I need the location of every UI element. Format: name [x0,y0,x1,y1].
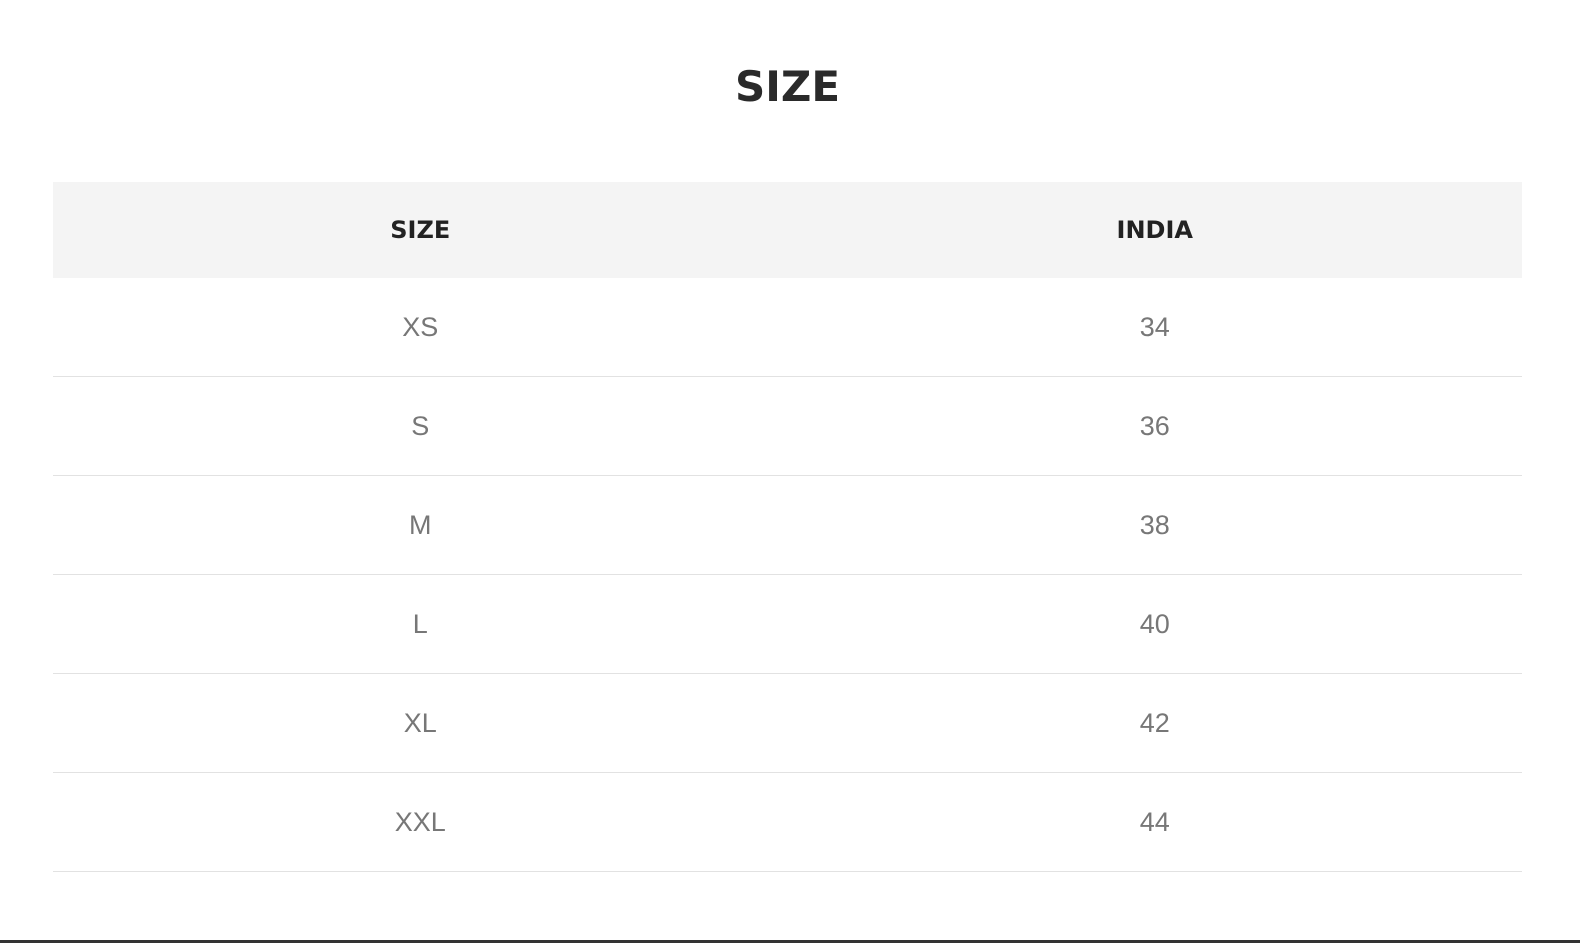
table-row: S 36 [53,376,1522,476]
table-row: XXL 44 [53,772,1522,872]
india-size-cell: 38 [787,475,1522,575]
india-size-cell: 44 [787,772,1522,872]
size-cell: L [53,574,788,674]
table-row: XL 42 [53,673,1522,773]
bottom-divider [0,940,1580,943]
size-cell: XXL [53,772,788,872]
india-size-cell: 40 [787,574,1522,674]
page-title: SIZE [734,62,841,111]
size-cell: XS [53,278,788,377]
size-chart-table: SIZE INDIA XS 34 S 36 M 38 L 40 XL 42 XXL 44 [53,182,1522,872]
india-size-cell: 42 [787,673,1522,773]
india-size-cell: 36 [787,376,1522,476]
size-cell: XL [53,673,788,773]
table-header-row: SIZE INDIA [53,182,1522,278]
size-cell: M [53,475,788,575]
size-cell: S [53,376,788,476]
table-row: L 40 [53,574,1522,674]
india-size-cell: 34 [787,278,1522,377]
table-row: XS 34 [53,278,1522,377]
table-row: M 38 [53,475,1522,575]
column-header-india: INDIA [787,182,1522,278]
column-header-size: SIZE [53,182,788,278]
